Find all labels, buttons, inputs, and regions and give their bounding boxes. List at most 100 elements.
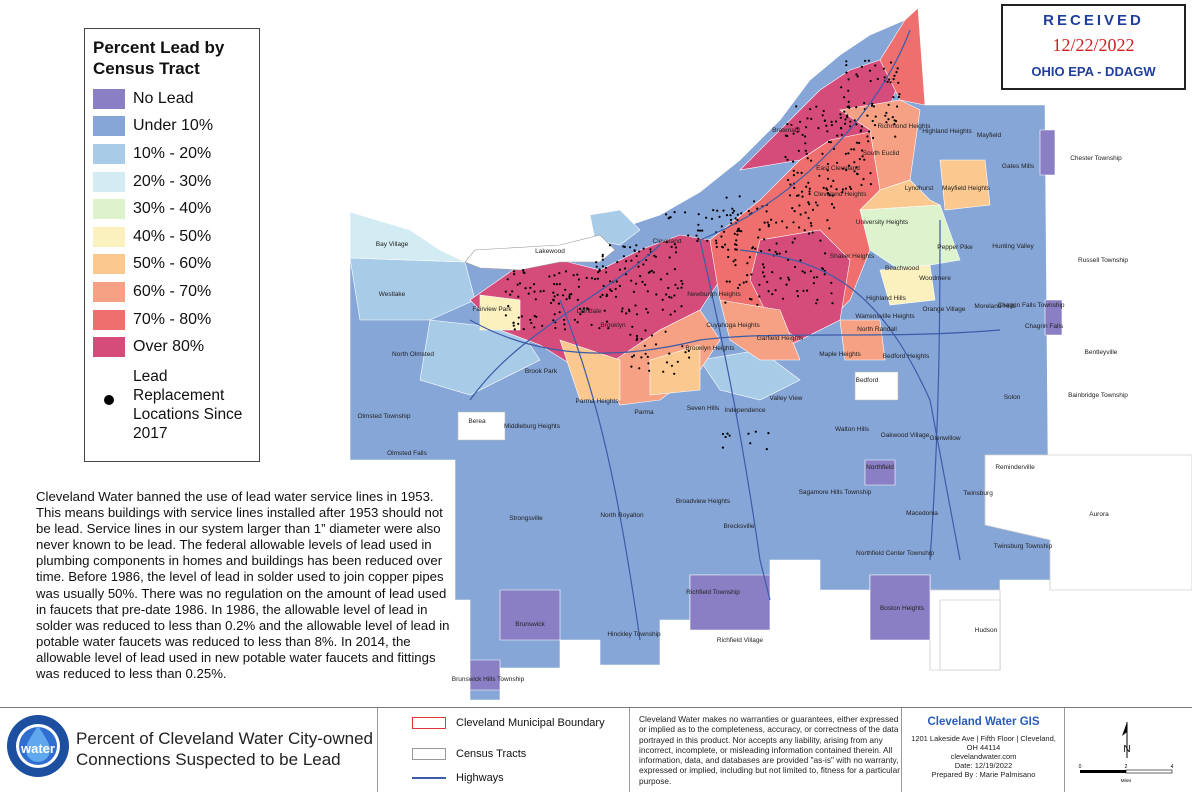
lead-replacement-dot	[668, 295, 671, 299]
lead-replacement-dot	[873, 124, 877, 127]
lead-replacement-dot	[553, 295, 556, 298]
place-label: Walton Hills	[835, 426, 870, 433]
lead-replacement-dot	[747, 432, 750, 435]
lead-replacement-dot	[835, 188, 838, 191]
lead-replacement-dot	[705, 216, 708, 219]
lead-replacement-dot	[724, 435, 727, 439]
highway-line	[699, 239, 771, 601]
place-label: Broadview Heights	[676, 498, 731, 505]
lead-replacement-dot	[590, 277, 594, 280]
legend-item: 20% - 30%	[93, 168, 251, 196]
lead-replacement-dot	[799, 213, 802, 216]
legend-label: 70% - 80%	[133, 310, 212, 328]
place-label: Beachwood	[885, 265, 919, 272]
place-label: Chester Township	[1070, 155, 1122, 162]
lead-replacement-dot	[803, 229, 806, 232]
place-label: Valley View	[770, 395, 803, 402]
lead-replacement-dot	[605, 271, 608, 274]
gis-website: clevelandwater.com	[950, 752, 1017, 761]
lead-replacement-dot	[620, 310, 624, 313]
legend-item: Under 10%	[93, 113, 251, 141]
lead-replacement-dot	[734, 258, 737, 261]
legend-swatch	[93, 337, 125, 358]
lead-replacement-dot	[791, 207, 794, 210]
lead-replacement-dot	[834, 120, 838, 123]
place-label: Chagrin Falls	[1025, 323, 1064, 330]
highway-line	[699, 29, 911, 241]
lead-replacement-dot	[806, 289, 809, 292]
lead-replacement-dot	[675, 246, 678, 249]
place-label: Linndale	[577, 308, 602, 315]
lead-replacement-dot	[706, 239, 709, 242]
place-label: Aurora	[1089, 511, 1109, 518]
lead-replacement-dot	[893, 74, 896, 77]
lead-replacement-dot	[786, 178, 790, 182]
lead-replacement-dot	[576, 321, 579, 324]
lead-replacement-dot	[721, 245, 724, 248]
lead-replacement-dot	[581, 310, 584, 313]
lead-replacement-dot	[797, 194, 800, 197]
lead-replacement-dot	[652, 271, 655, 274]
place-label: Brunswick	[515, 621, 545, 628]
lead-replacement-dot	[513, 273, 516, 276]
lead-replacement-dot	[698, 229, 702, 232]
svg-text:2: 2	[1125, 764, 1128, 770]
lead-replacement-dot	[642, 247, 645, 250]
lead-replacement-dot	[787, 276, 790, 279]
lead-replacement-dot	[661, 308, 664, 311]
legend-swatch	[93, 116, 125, 137]
lead-replacement-dot	[845, 64, 848, 67]
lead-replacement-dot	[670, 245, 673, 249]
lead-replacement-dot	[673, 294, 676, 297]
lead-replacement-dot	[746, 274, 749, 277]
place-label: Northfield	[866, 464, 894, 471]
lead-replacement-dot	[891, 116, 894, 119]
highways	[469, 29, 1001, 641]
maple-60-70	[839, 319, 886, 361]
lead-replacement-dot	[844, 122, 847, 125]
lead-replacement-dot	[809, 108, 812, 111]
lead-replacement-dot	[659, 278, 663, 281]
lead-replacement-dot	[609, 288, 612, 291]
lead-replacement-dot	[823, 273, 826, 276]
lead-replacement-dot	[888, 78, 891, 81]
lead-replacement-dot	[830, 292, 833, 295]
lead-replacement-dot	[793, 237, 796, 240]
lead-replacement-dot	[646, 311, 650, 314]
legend-item: 30% - 40%	[93, 195, 251, 223]
place-label: Highland Hills	[866, 295, 906, 302]
lead-replacement-dot	[714, 239, 718, 242]
lead-replacement-dot	[796, 295, 800, 298]
lead-replacement-dot	[796, 127, 799, 130]
lead-replacement-dot	[856, 75, 859, 78]
lead-replacement-dot	[810, 117, 813, 121]
lead-replacement-dot	[839, 116, 842, 119]
lead-replacement-dot	[715, 242, 718, 245]
lead-replacement-dot	[740, 212, 743, 215]
lead-replacement-dot	[736, 230, 739, 233]
lead-replacement-dot	[801, 270, 804, 273]
lead-replacement-dot	[716, 209, 719, 212]
lead-replacement-dot	[605, 320, 609, 323]
lead-replacement-dot	[631, 325, 634, 328]
lead-replacement-dot	[807, 201, 810, 204]
highway-line	[469, 319, 1001, 354]
lead-replacement-dot	[638, 250, 641, 253]
lead-replacement-dot	[756, 303, 759, 306]
lead-replacement-dot	[845, 168, 848, 172]
place-label: Seven Hills	[687, 405, 720, 412]
tracts-swatch	[412, 748, 446, 760]
lead-replacement-dot	[798, 226, 801, 229]
lead-replacement-dot	[767, 223, 770, 226]
lead-replacement-dot	[757, 236, 760, 239]
lead-replacement-dot	[855, 106, 858, 109]
lead-replacement-dot	[576, 298, 579, 301]
lead-replacement-dot	[826, 130, 829, 133]
highway-swatch	[412, 777, 446, 779]
footer-gis-cell	[902, 708, 1065, 792]
lead-replacement-dot	[720, 235, 723, 238]
lead-replacement-dot	[602, 284, 605, 287]
no-lead-northfield	[864, 459, 896, 486]
lead-replacement-dot	[673, 211, 676, 214]
lead-dot-symbol	[104, 394, 114, 405]
